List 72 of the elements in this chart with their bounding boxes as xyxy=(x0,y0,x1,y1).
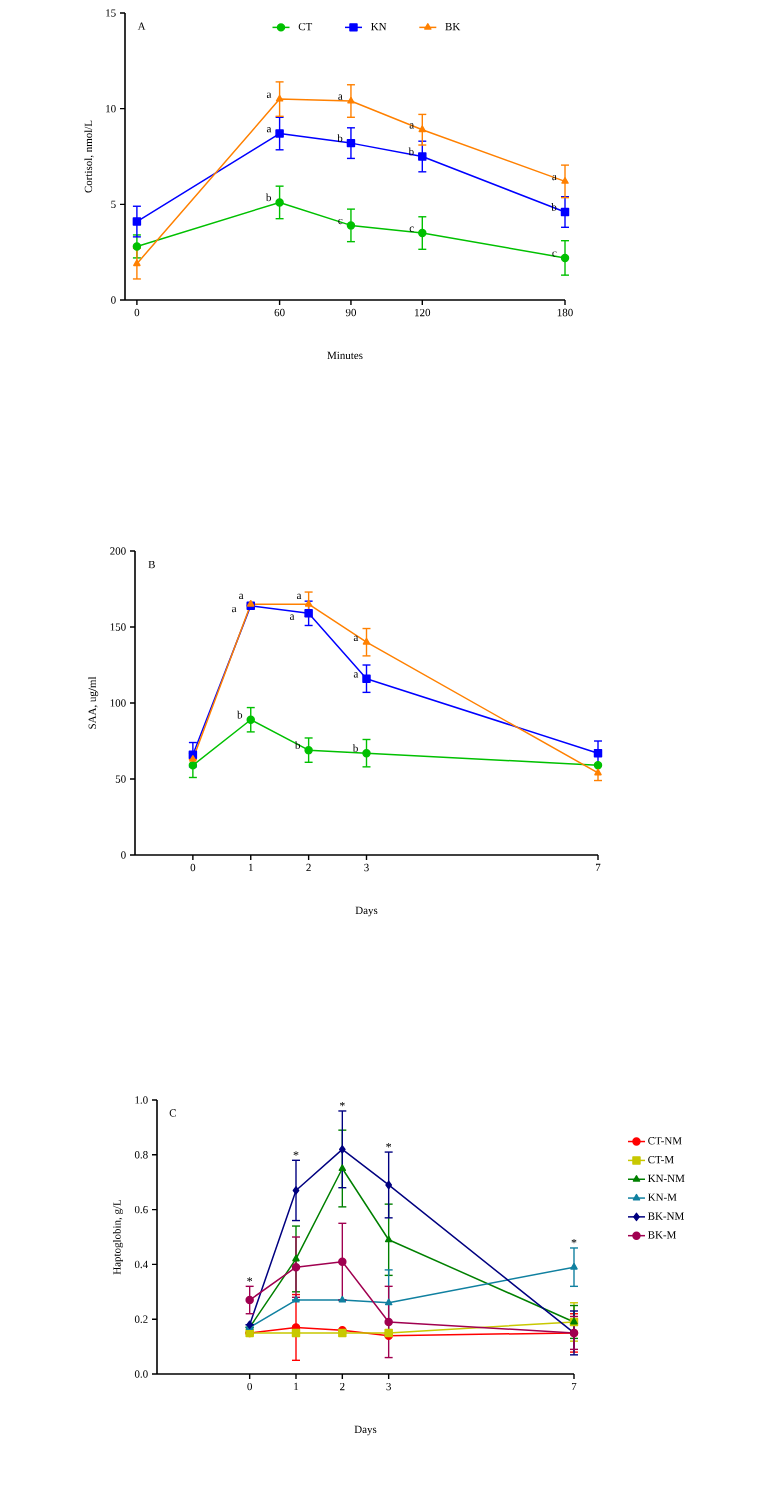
y-tick-label: 0.2 xyxy=(134,1315,148,1323)
legend-label: CT-M xyxy=(648,1155,674,1164)
annotation: b xyxy=(337,134,343,142)
x-tick-label: 7 xyxy=(571,1382,577,1391)
y-tick-label: 100 xyxy=(110,699,126,707)
y-tick-label: 0.6 xyxy=(134,1205,148,1214)
y-tick-label: 15 xyxy=(106,9,116,17)
y-tick-label: 0.0 xyxy=(134,1370,148,1378)
annotation: a xyxy=(338,94,343,100)
legend-label: CT xyxy=(298,22,313,31)
y-axis-title: SAA, ug/ml xyxy=(88,676,99,729)
annotation: a xyxy=(552,174,557,181)
x-tick-label: 3 xyxy=(364,863,369,872)
x-tick-label: 90 xyxy=(345,308,357,317)
x-axis-title: Days xyxy=(355,906,378,917)
annotation: a xyxy=(353,635,359,642)
y-tick-label: 0 xyxy=(121,851,126,859)
annotation: * xyxy=(571,1238,577,1244)
annotation: C xyxy=(169,1109,176,1117)
annotation: b xyxy=(408,147,414,156)
x-tick-label: 1 xyxy=(294,1382,299,1391)
annotation: A xyxy=(137,22,146,30)
legend-label: BK-NM xyxy=(648,1212,684,1220)
annotation: a xyxy=(296,593,302,600)
x-tick-label: 60 xyxy=(274,308,285,317)
annotation: a xyxy=(239,593,244,600)
x-tick-label: 0 xyxy=(190,863,196,872)
annotation: * xyxy=(339,1101,345,1107)
x-tick-label: 2 xyxy=(340,1382,345,1391)
annotation: a xyxy=(289,614,295,620)
y-tick-label: 10 xyxy=(106,104,116,113)
annotation: c xyxy=(338,218,343,225)
annotation: a xyxy=(409,123,414,129)
x-tick-label: 3 xyxy=(386,1382,391,1391)
annotation: b xyxy=(265,193,271,202)
annotation: c xyxy=(552,251,557,257)
x-tick-label: 120 xyxy=(415,308,431,317)
legend-label: BK-M xyxy=(648,1231,677,1239)
x-tick-label: 2 xyxy=(306,863,311,872)
annotation: b xyxy=(294,741,301,749)
y-axis-title: Cortisol, nmol/L xyxy=(84,120,94,193)
y-axis-title: Haptoglobin, g/L xyxy=(112,1199,123,1275)
y-tick-label: 0 xyxy=(111,296,116,304)
y-tick-label: 5 xyxy=(111,200,116,208)
legend-label: KN-M xyxy=(648,1193,677,1201)
annotation: a xyxy=(353,672,359,678)
annotation: * xyxy=(293,1151,299,1156)
annotation: c xyxy=(409,226,414,232)
y-tick-label: 150 xyxy=(110,623,126,631)
legend-label: CT-NM xyxy=(648,1137,682,1145)
legend-label: KN-NM xyxy=(648,1174,685,1183)
legend-label: BK xyxy=(445,22,461,31)
annotation: * xyxy=(386,1143,392,1148)
x-tick-label: 7 xyxy=(595,863,601,872)
annotation: B xyxy=(148,560,155,569)
annotation: a xyxy=(232,606,237,613)
annotation: b xyxy=(237,710,243,719)
x-tick-label: 0 xyxy=(247,1382,252,1391)
x-tick-label: 180 xyxy=(557,308,573,317)
y-tick-label: 200 xyxy=(110,547,126,555)
x-axis-title: Days xyxy=(354,1425,377,1436)
legend-label: KN xyxy=(371,22,387,31)
x-tick-label: 1 xyxy=(248,863,253,872)
x-axis-title: Minutes xyxy=(327,351,363,360)
annotation: a xyxy=(266,92,272,98)
y-tick-label: 0.4 xyxy=(134,1260,148,1269)
y-tick-label: 1.0 xyxy=(135,1096,148,1104)
y-tick-label: 0.8 xyxy=(134,1151,148,1159)
y-tick-label: 50 xyxy=(115,775,126,783)
annotation: * xyxy=(247,1277,253,1282)
annotation: a xyxy=(266,127,272,133)
annotation: b xyxy=(352,744,358,752)
